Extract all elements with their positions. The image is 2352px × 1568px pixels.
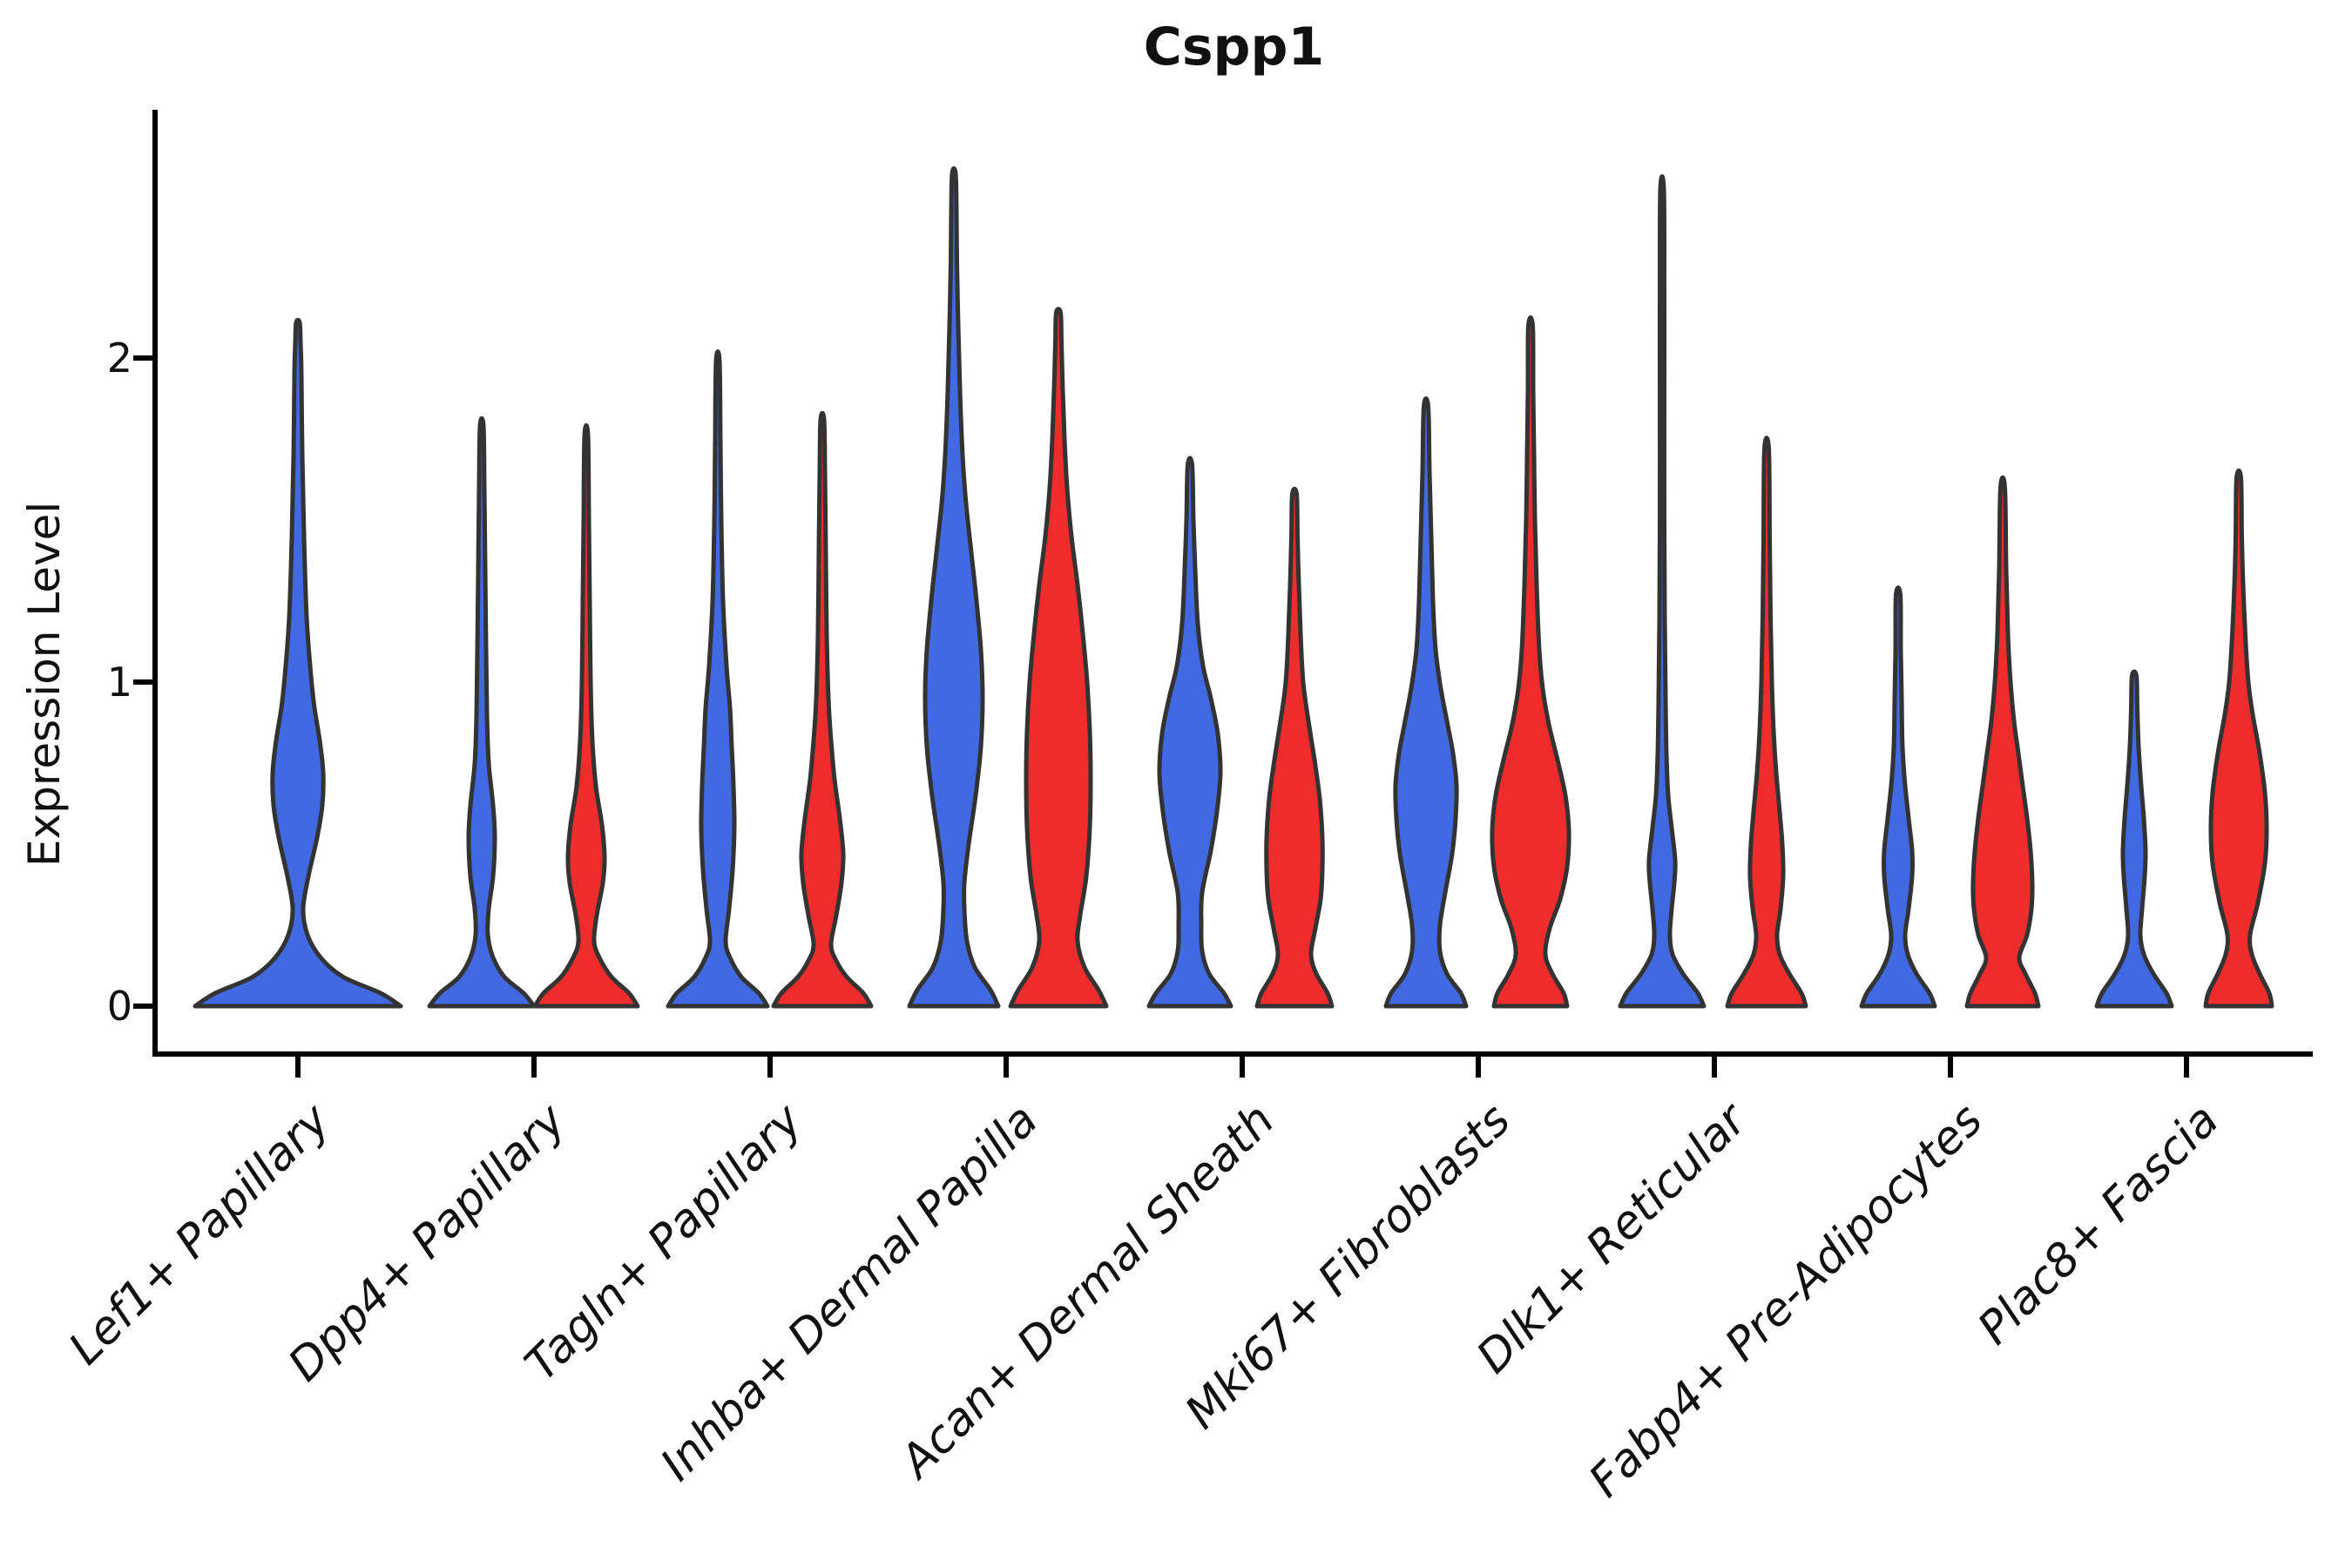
violin-dlk1-reticular-red <box>1725 436 1808 1009</box>
y-axis-spine <box>152 110 158 1057</box>
axis-layer <box>133 110 2313 1078</box>
violin-dlk1-reticular-blue <box>1618 174 1707 1009</box>
tick-marks <box>133 355 2189 1078</box>
violin-lef1-papillary-blue <box>193 317 403 1009</box>
x-tick-mark <box>295 1057 301 1078</box>
x-tick-mark <box>1240 1057 1245 1078</box>
y-tick-label-2: 2 <box>106 335 132 382</box>
chart-title: Cspp1 <box>1143 17 1325 78</box>
x-tick-mark <box>1948 1057 1953 1078</box>
violin-inhba-dermal-papilla-blue <box>907 166 1001 1009</box>
x-tick-mark <box>1712 1057 1717 1078</box>
x-tick-mark <box>1004 1057 1009 1078</box>
violin-tagln-papillary-blue <box>666 349 770 1009</box>
violin-plac8-fascia-red <box>2203 468 2274 1009</box>
violin-fabp4-pre-adipocytes-blue <box>1859 585 1937 1009</box>
y-tick-label-1: 1 <box>106 659 132 706</box>
violin-mki67-fibroblasts-blue <box>1383 396 1469 1009</box>
x-tick-mark <box>2184 1057 2189 1078</box>
violin-dpp4-papillary-red <box>532 422 640 1009</box>
x-tick-mark <box>1476 1057 1481 1078</box>
x-tick-mark <box>767 1057 773 1078</box>
violin-layer <box>193 166 2274 1009</box>
violin-fabp4-pre-adipocytes-red <box>1964 475 2041 1009</box>
y-tick-mark <box>133 355 155 361</box>
violin-acan-dermal-sheath-blue <box>1146 456 1233 1009</box>
x-axis-spine <box>152 1051 2313 1057</box>
y-tick-mark <box>133 1004 155 1009</box>
violin-mki67-fibroblasts-red <box>1490 315 1571 1009</box>
violin-dpp4-papillary-blue <box>427 416 537 1009</box>
violin-inhba-dermal-papilla-red <box>1008 307 1109 1009</box>
y-tick-label-0: 0 <box>106 983 132 1030</box>
violin-tagln-papillary-red <box>771 410 874 1009</box>
y-tick-mark <box>133 679 155 685</box>
violin-plac8-fascia-blue <box>2094 669 2174 1009</box>
violin-acan-dermal-sheath-red <box>1254 486 1335 1009</box>
x-tick-mark <box>531 1057 537 1078</box>
